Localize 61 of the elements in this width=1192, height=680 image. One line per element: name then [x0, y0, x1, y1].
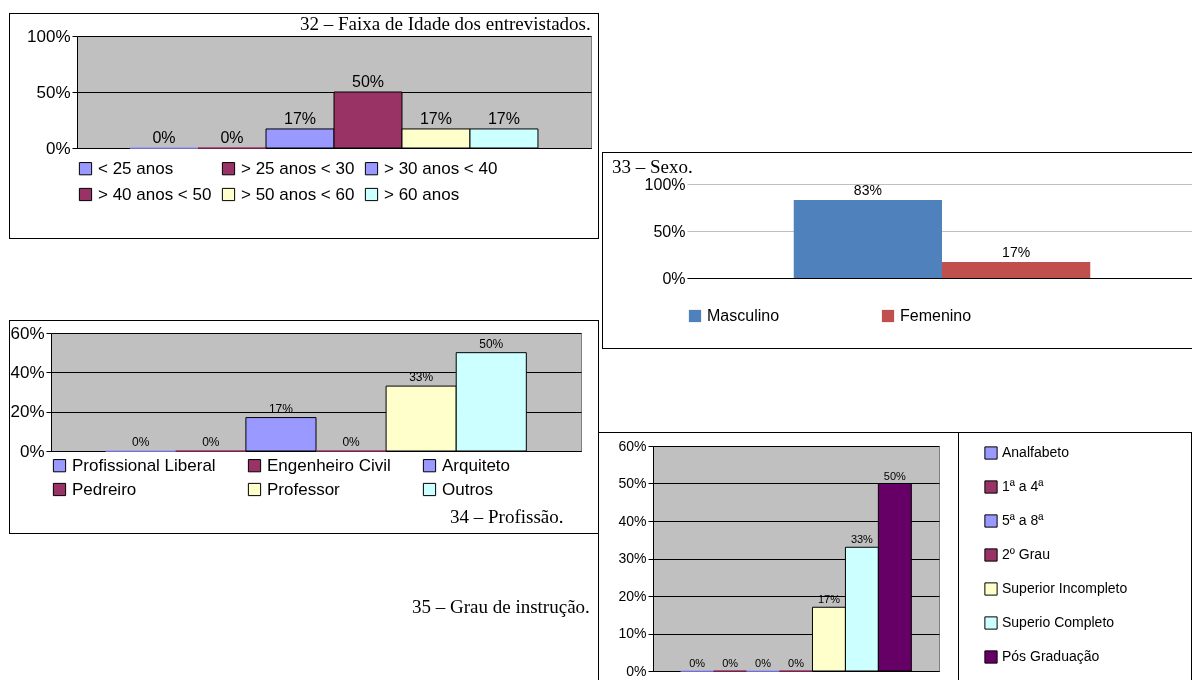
legend-label: > 50 anos < 60 [241, 184, 355, 204]
legend-label: Profissional Liberal [72, 455, 216, 475]
legend-label: Masculino [707, 307, 780, 324]
data-label: 0% [722, 657, 739, 669]
y-tick-label: 60% [618, 437, 647, 454]
y-tick-label: 10% [618, 625, 647, 641]
data-label: 0% [342, 435, 361, 449]
data-label: 0% [755, 657, 772, 669]
legend-label: Pedreiro [72, 479, 137, 499]
legend-label: > 30 anos < 40 [384, 158, 498, 178]
y-tick-label: 0% [19, 441, 45, 461]
chart-title: 33 – Sexo. [612, 156, 693, 177]
legend-label: Femenino [900, 307, 972, 324]
legend-label: < 25 anos [98, 158, 174, 178]
data-label: 17% [1002, 244, 1031, 261]
y-tick-label: 100% [644, 175, 686, 193]
data-label: 0% [788, 657, 805, 669]
legend-label: > 60 anos [384, 184, 460, 204]
data-label: 50% [351, 73, 385, 90]
legend-label: Outros [442, 479, 494, 499]
legend-label: Superio Completo [1002, 614, 1115, 630]
y-tick-label: 50% [653, 222, 686, 240]
y-tick-label: 30% [618, 550, 647, 566]
data-label: 0% [220, 129, 244, 146]
chart-title: 32 – Faixa de Idade dos entrevistados. [300, 13, 591, 34]
text: 34 – Profissão. [450, 506, 564, 527]
legend-label: 5ª a 8ª [1002, 512, 1045, 528]
data-label: 0% [152, 129, 176, 146]
text: 35 – Grau de instrução. [412, 596, 590, 617]
data-label: 0% [202, 435, 220, 449]
legend-label: Engenheiro Civil [267, 455, 391, 475]
y-tick-label: 0% [662, 269, 686, 287]
y-tick-label: 50% [618, 475, 647, 491]
y-tick-label: 60% [10, 323, 45, 343]
data-label: 17% [283, 109, 317, 127]
legend-label: Professor [267, 479, 341, 499]
legend-label: Pós Graduação [1002, 648, 1100, 664]
data-label: 33% [850, 533, 874, 546]
data-label: 50% [479, 336, 504, 351]
legend-label: 1ª a 4ª [1002, 478, 1045, 494]
y-tick-label: 100% [27, 26, 71, 46]
y-tick-label: 50% [36, 82, 71, 102]
legend-label: Superior Incompleto [1002, 580, 1128, 596]
data-label: 0% [689, 657, 706, 669]
data-label: 17% [419, 109, 452, 127]
y-tick-label: 20% [618, 587, 647, 604]
legend-label: 2º Grau [1002, 546, 1050, 562]
legend-label: > 25 anos < 30 [241, 158, 355, 178]
data-label: 83% [853, 181, 882, 198]
y-tick-label: 0% [45, 138, 71, 158]
y-tick-label: 40% [10, 362, 45, 382]
y-tick-label: 40% [618, 512, 647, 529]
data-label: 17% [487, 109, 520, 127]
data-label: 0% [132, 435, 150, 449]
legend-label: > 40 anos < 50 [98, 184, 212, 204]
data-label: 50% [883, 469, 907, 482]
y-tick-label: 0% [626, 662, 647, 679]
y-tick-label: 20% [10, 402, 45, 422]
legend-label: Arquiteto [442, 455, 511, 475]
legend-label: Analfabeto [1002, 444, 1070, 460]
bar [245, 417, 317, 452]
